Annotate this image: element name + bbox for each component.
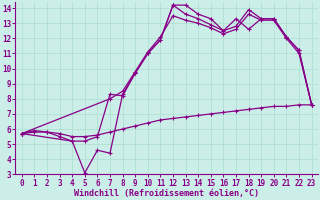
X-axis label: Windchill (Refroidissement éolien,°C): Windchill (Refroidissement éolien,°C) [74, 189, 259, 198]
